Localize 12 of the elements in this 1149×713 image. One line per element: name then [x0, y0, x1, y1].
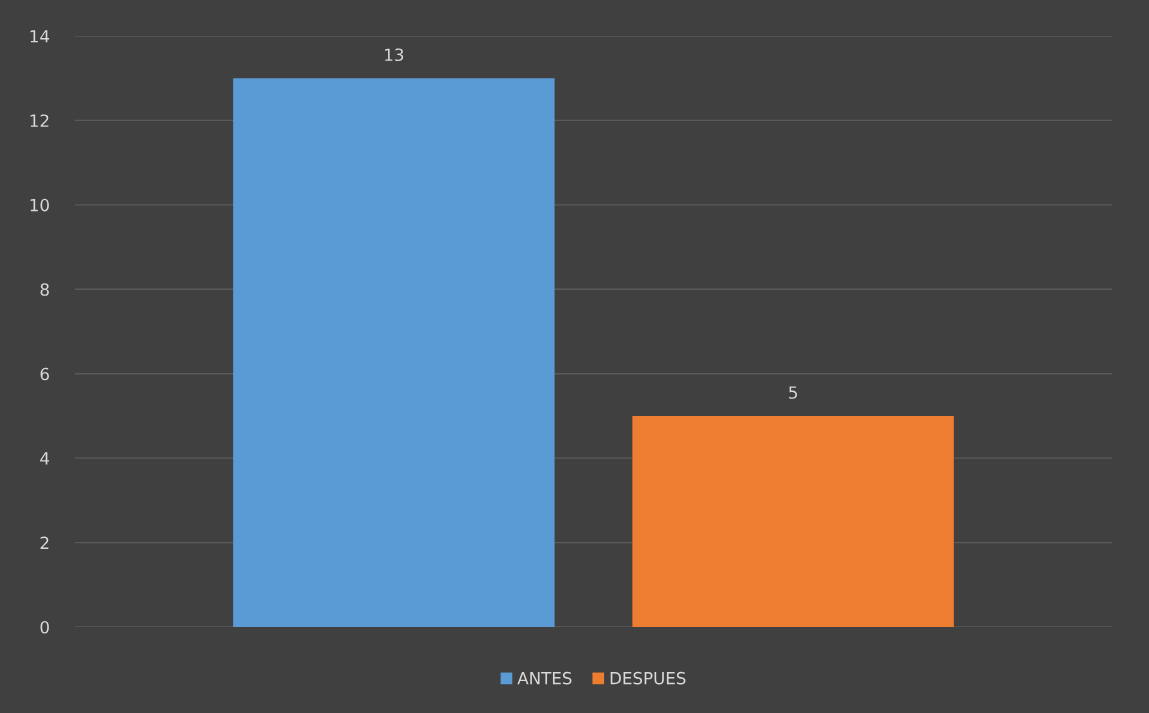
- legend-label: ANTES: [517, 671, 572, 685]
- y-tick-label: 6: [40, 367, 49, 381]
- y-tick-label: 8: [40, 283, 49, 296]
- y-tick-label: 4: [40, 452, 50, 465]
- legend-label: DESPUES: [610, 671, 686, 685]
- y-tick-label: 10: [30, 198, 49, 212]
- y-tick-label: 0: [40, 620, 49, 634]
- y-tick-label: 2: [40, 536, 49, 549]
- data-label: 13: [385, 48, 404, 62]
- y-tick-label: 14: [30, 30, 50, 43]
- data-label: 5: [789, 386, 797, 399]
- y-tick-label: 12: [30, 114, 49, 127]
